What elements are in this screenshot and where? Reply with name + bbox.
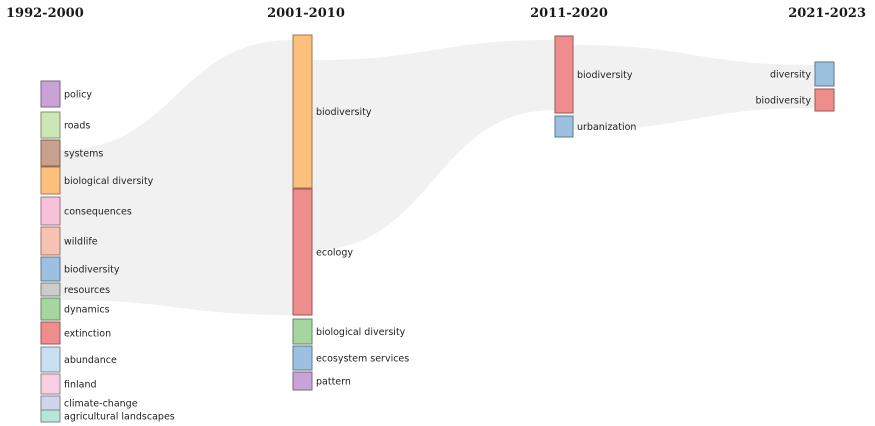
term-bar bbox=[40, 321, 61, 345]
term-label: finland bbox=[64, 380, 97, 391]
period-titles: 1992-2000 2001-2010 2011-2020 2021-2023 bbox=[6, 6, 866, 21]
term-node-2001-2010-ecology[interactable]: ecology bbox=[292, 188, 353, 316]
term-label: urbanization bbox=[577, 122, 636, 133]
term-bar bbox=[40, 373, 61, 395]
term-node-1992-2000-dynamics[interactable]: dynamics bbox=[40, 297, 110, 321]
term-label: pattern bbox=[316, 377, 351, 388]
period-title-2021-2023: 2021-2023 bbox=[788, 6, 866, 21]
term-node-1992-2000-roads[interactable]: roads bbox=[40, 111, 90, 139]
flow-band-1992-2001 bbox=[60, 40, 293, 315]
term-node-1992-2000-extinction[interactable]: extinction bbox=[40, 321, 111, 345]
term-node-1992-2000-agricultural-landscapes[interactable]: agricultural landscapes bbox=[40, 409, 175, 423]
term-label: ecology bbox=[316, 248, 353, 259]
term-bar bbox=[40, 395, 61, 411]
term-bar bbox=[40, 346, 61, 373]
term-node-1992-2000-policy[interactable]: policy bbox=[40, 80, 92, 108]
period-title-2001-2010: 2001-2010 bbox=[267, 6, 345, 21]
term-label: climate-change bbox=[64, 399, 138, 410]
term-label: wildlife bbox=[64, 237, 98, 248]
term-node-1992-2000-wildlife[interactable]: wildlife bbox=[40, 226, 98, 256]
term-node-2011-2020-urbanization[interactable]: urbanization bbox=[554, 115, 636, 138]
term-node-1992-2000-biodiversity[interactable]: biodiversity bbox=[40, 256, 120, 282]
term-node-2021-2023-diversity[interactable]: diversity bbox=[770, 61, 835, 87]
term-label: diversity bbox=[770, 70, 811, 81]
term-node-2021-2023-biodiversity[interactable]: biodiversity bbox=[756, 88, 835, 112]
term-bar bbox=[292, 371, 313, 391]
term-bar bbox=[40, 256, 61, 282]
term-label: extinction bbox=[64, 329, 111, 340]
period-title-1992-2000: 1992-2000 bbox=[6, 6, 84, 21]
term-label: ecosystem services bbox=[316, 354, 409, 365]
term-node-2011-2020-biodiversity[interactable]: biodiversity bbox=[554, 35, 633, 114]
node-layer: policy roads systems biological diversity co… bbox=[40, 34, 835, 423]
term-label: dynamics bbox=[64, 305, 110, 316]
period-title-2011-2020: 2011-2020 bbox=[530, 6, 608, 21]
term-node-1992-2000-biological-diversity[interactable]: biological diversity bbox=[40, 166, 154, 195]
term-node-2001-2010-biodiversity[interactable]: biodiversity bbox=[292, 34, 372, 189]
term-bar bbox=[40, 282, 61, 297]
term-bar bbox=[40, 166, 61, 195]
term-bar bbox=[814, 61, 835, 87]
term-label: systems bbox=[64, 149, 103, 160]
term-bar bbox=[554, 115, 574, 138]
term-node-1992-2000-climate-change[interactable]: climate-change bbox=[40, 395, 138, 411]
term-bar bbox=[40, 297, 61, 321]
term-label: biodiversity bbox=[756, 96, 812, 107]
term-bar bbox=[40, 196, 61, 226]
term-label: biodiversity bbox=[316, 107, 372, 118]
term-label: biodiversity bbox=[577, 70, 633, 81]
term-bar bbox=[292, 345, 313, 371]
term-node-1992-2000-resources[interactable]: resources bbox=[40, 282, 110, 297]
term-label: policy bbox=[64, 90, 92, 101]
term-label: abundance bbox=[64, 355, 117, 366]
term-label: biological diversity bbox=[64, 176, 154, 187]
term-label: consequences bbox=[64, 207, 132, 218]
flow-layer bbox=[60, 40, 815, 315]
term-node-1992-2000-systems[interactable]: systems bbox=[40, 139, 103, 167]
term-bar bbox=[554, 35, 574, 114]
flow-band-2001-2011 bbox=[312, 40, 555, 250]
term-label: agricultural landscapes bbox=[64, 412, 175, 423]
term-bar bbox=[40, 111, 61, 139]
flow-band-2011-2021 bbox=[573, 45, 815, 130]
term-node-2001-2010-biological-diversity[interactable]: biological diversity bbox=[292, 318, 406, 345]
term-bar bbox=[292, 188, 313, 316]
term-bar bbox=[40, 226, 61, 256]
term-label: roads bbox=[64, 121, 90, 132]
term-bar bbox=[40, 409, 61, 423]
term-node-1992-2000-abundance[interactable]: abundance bbox=[40, 346, 117, 373]
term-node-2001-2010-pattern[interactable]: pattern bbox=[292, 371, 351, 391]
term-label: biological diversity bbox=[316, 327, 406, 338]
term-label: biodiversity bbox=[64, 265, 120, 276]
term-node-1992-2000-consequences[interactable]: consequences bbox=[40, 196, 132, 226]
term-bar bbox=[40, 80, 61, 108]
term-node-1992-2000-finland[interactable]: finland bbox=[40, 373, 97, 395]
term-bar bbox=[292, 318, 313, 345]
term-bar bbox=[292, 34, 313, 189]
term-node-2001-2010-ecosystem-services[interactable]: ecosystem services bbox=[292, 345, 409, 371]
term-bar bbox=[814, 88, 835, 112]
term-label: resources bbox=[64, 285, 110, 296]
term-bar bbox=[40, 139, 61, 167]
